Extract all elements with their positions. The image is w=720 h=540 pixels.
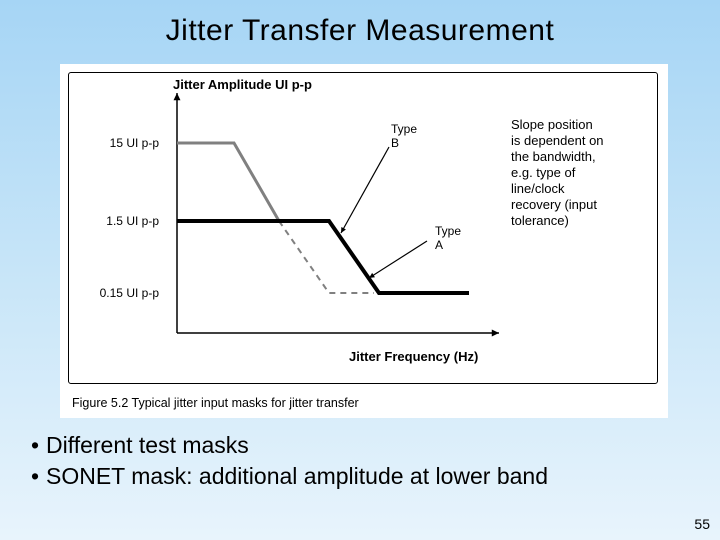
svg-text:15 UI p-p: 15 UI p-p xyxy=(110,136,160,150)
svg-text:A: A xyxy=(435,238,443,252)
bullet-item: •SONET mask: additional amplitude at low… xyxy=(24,461,548,492)
bullet-dot: • xyxy=(24,430,46,461)
bullet-text: SONET mask: additional amplitude at lowe… xyxy=(46,461,548,492)
svg-text:the bandwidth,: the bandwidth, xyxy=(511,149,596,164)
svg-text:Type: Type xyxy=(435,224,461,238)
svg-text:0.15 UI p-p: 0.15 UI p-p xyxy=(100,286,160,300)
svg-text:tolerance): tolerance) xyxy=(511,213,569,228)
chart-svg: 15 UI p-p1.5 UI p-p0.15 UI p-p TypeAType… xyxy=(69,73,657,383)
svg-text:recovery (input: recovery (input xyxy=(511,197,597,212)
slide: Jitter Transfer Measurement 15 UI p-p 1.5… xyxy=(0,0,720,540)
figure-container: 15 UI p-p1.5 UI p-p0.15 UI p-p TypeAType… xyxy=(60,64,668,418)
figure-frame: 15 UI p-p1.5 UI p-p0.15 UI p-p TypeAType… xyxy=(68,72,658,384)
svg-text:Slope position: Slope position xyxy=(511,117,593,132)
bullet-list: •Different test masks•SONET mask: additi… xyxy=(24,430,548,492)
svg-text:e.g. type of: e.g. type of xyxy=(511,165,576,180)
svg-text:is dependent on: is dependent on xyxy=(511,133,604,148)
svg-text:line/clock: line/clock xyxy=(511,181,565,196)
svg-text:Jitter Amplitude UI p-p: Jitter Amplitude UI p-p xyxy=(173,77,312,92)
slide-title: Jitter Transfer Measurement xyxy=(0,0,720,48)
svg-text:1.5 UI p-p: 1.5 UI p-p xyxy=(106,214,159,228)
bullet-dot: • xyxy=(24,461,46,492)
svg-text:Type: Type xyxy=(391,122,417,136)
figure-caption: Figure 5.2 Typical jitter input masks fo… xyxy=(72,396,359,410)
bullet-text: Different test masks xyxy=(46,430,249,461)
svg-text:B: B xyxy=(391,136,399,150)
bullet-item: •Different test masks xyxy=(24,430,548,461)
page-number: 55 xyxy=(694,516,710,532)
svg-text:Jitter Frequency (Hz): Jitter Frequency (Hz) xyxy=(349,349,478,364)
